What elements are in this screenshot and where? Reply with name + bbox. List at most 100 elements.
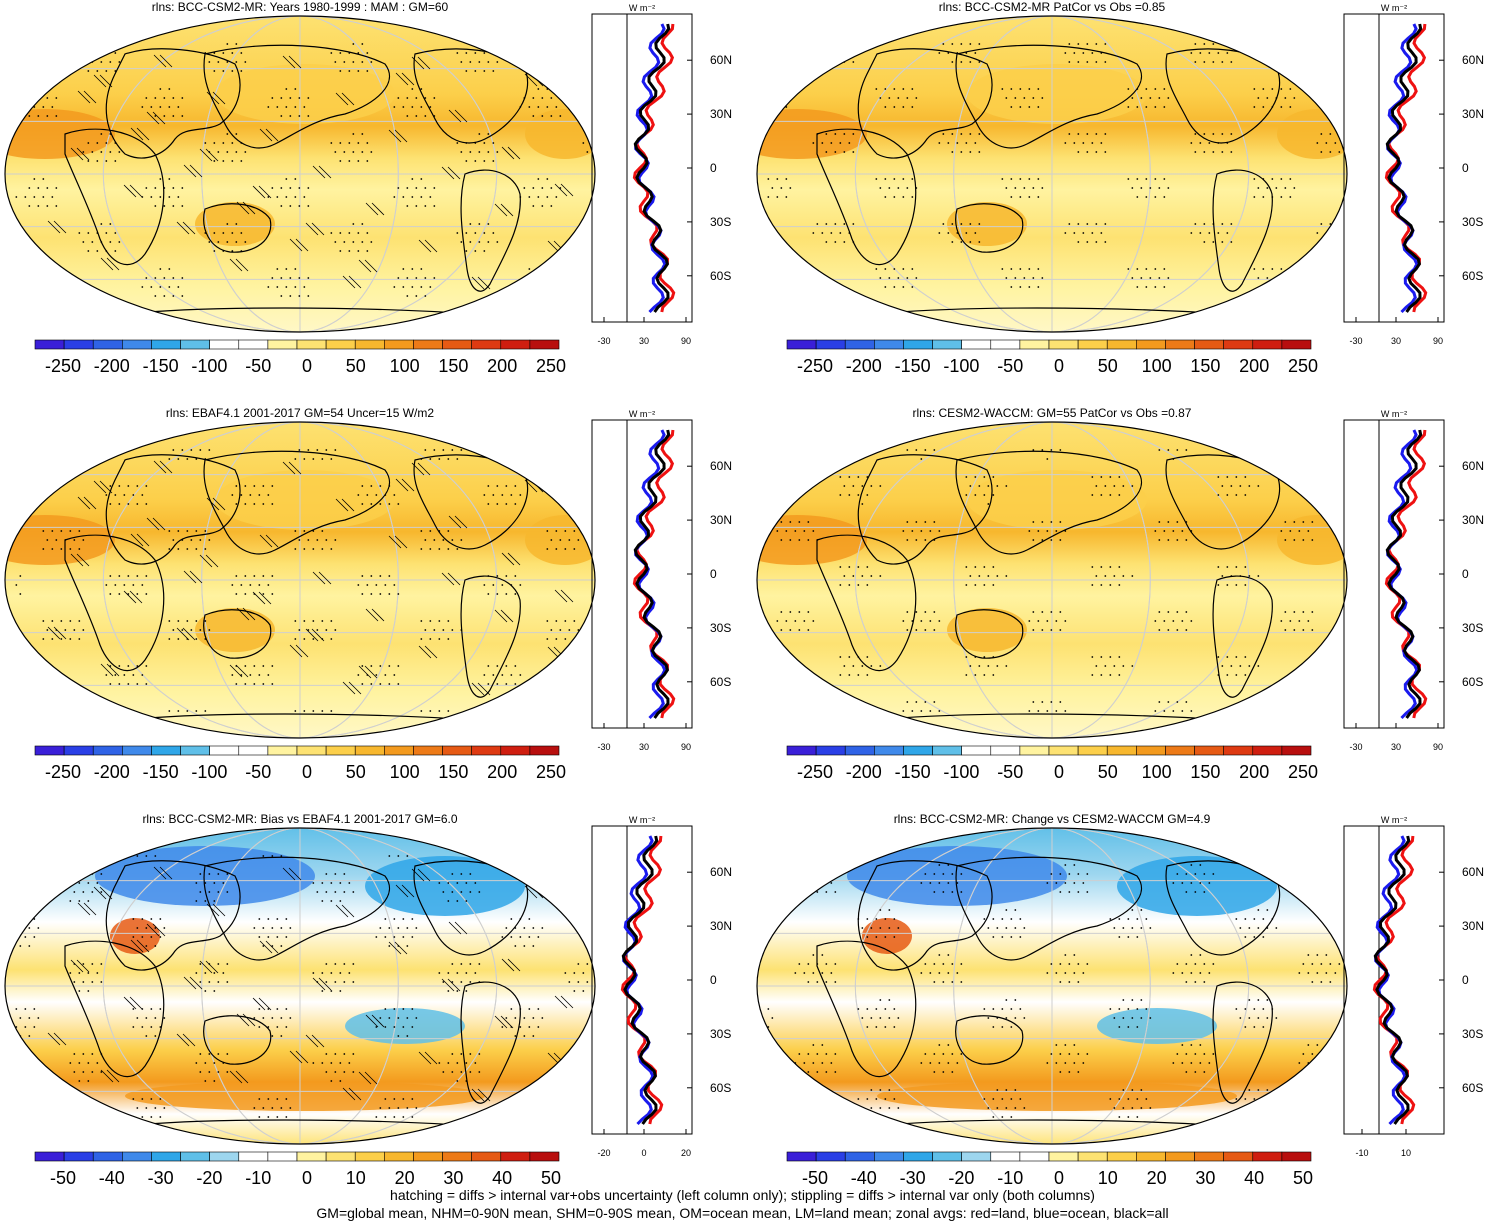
stipple-dot	[1136, 1116, 1139, 1118]
lat-label: 60N	[710, 865, 732, 879]
stipple-dot	[460, 449, 463, 451]
colorbar-label: 250	[536, 356, 566, 376]
stipple-dot	[1253, 936, 1256, 938]
stipple-dot	[573, 1062, 576, 1064]
stipple-dot	[951, 61, 954, 63]
stipple-dot	[564, 710, 567, 712]
stipple-dot	[267, 106, 270, 108]
stipple-dot	[776, 106, 779, 108]
map-border	[4, 15, 596, 333]
stipple-dot	[1217, 656, 1220, 658]
stipple-dot	[1064, 52, 1067, 54]
colorbar-label: 250	[1288, 762, 1318, 782]
hatch-line	[358, 259, 372, 273]
stipple-dot	[1100, 674, 1103, 676]
stipple-dot	[992, 494, 995, 496]
stipple-dot	[1118, 1098, 1121, 1100]
colorbar-swatch	[874, 745, 904, 756]
lat-label: 30N	[1462, 919, 1484, 933]
stipple-dot	[469, 1053, 472, 1055]
stipple-dot	[1131, 97, 1134, 99]
stipple-dot	[1100, 566, 1103, 568]
hatch-line	[252, 185, 266, 199]
stipple-dot	[186, 530, 189, 532]
stipple-dot	[902, 530, 905, 532]
colorbar-swatch	[1106, 745, 1137, 756]
stipple-dot	[150, 106, 153, 108]
hatch-line	[288, 461, 302, 475]
x-tick-label: 90	[1433, 742, 1443, 752]
stipple-dot	[906, 701, 909, 703]
stipple-dot	[100, 981, 103, 983]
footer-line-1: hatching = diffs > internal var+obs unce…	[390, 1187, 1095, 1203]
stipple-dot	[848, 142, 851, 144]
colorbar-label: -20	[948, 1168, 974, 1188]
stipple-dot	[1289, 88, 1292, 90]
stipple-dot	[577, 1071, 580, 1073]
stipple-dot	[965, 656, 968, 658]
stipple-dot	[1257, 277, 1260, 279]
stipple-dot	[938, 530, 941, 532]
stipple-dot	[1005, 665, 1008, 667]
stipple-dot	[1131, 485, 1134, 487]
stipple-dot	[24, 196, 27, 198]
stipple-dot	[924, 629, 927, 631]
stipple-dot	[411, 936, 414, 938]
stipple-dot	[893, 196, 896, 198]
stipple-dot	[204, 900, 207, 902]
stipple-dot	[1289, 458, 1292, 460]
stipple-dot	[1023, 927, 1026, 929]
stipple-dot	[983, 584, 986, 586]
stipple-dot	[208, 539, 211, 541]
stipple-dot	[893, 918, 896, 920]
stipple-dot	[352, 1071, 355, 1073]
lat-label: 30N	[710, 919, 732, 933]
stipple-dot	[812, 142, 815, 144]
stipple-dot	[442, 891, 445, 893]
stipple-dot	[330, 52, 333, 54]
stipple-dot	[965, 674, 968, 676]
colorbar-label: 250	[1288, 356, 1318, 376]
colorbar-swatch	[238, 745, 269, 756]
stipple-dot	[1019, 268, 1022, 270]
stipple-dot	[852, 133, 855, 135]
stipple-dot	[825, 1071, 828, 1073]
stipple-dot	[1194, 981, 1197, 983]
stipple-dot	[929, 620, 932, 622]
stipple-dot	[992, 476, 995, 478]
stipple-dot	[1194, 1071, 1197, 1073]
stipple-dot	[46, 205, 49, 207]
stipple-dot	[388, 1107, 391, 1109]
stipple-dot	[1068, 1053, 1071, 1055]
stipple-dot	[767, 918, 770, 920]
stipple-dot	[1100, 476, 1103, 478]
colorbar-label: -250	[45, 762, 81, 782]
coastline	[857, 454, 993, 565]
stipple-dot	[1199, 1062, 1202, 1064]
stipple-dot	[1257, 999, 1260, 1001]
stipple-dot	[1262, 286, 1265, 288]
hatch-line	[182, 627, 196, 641]
stipple-dot	[767, 1008, 770, 1010]
stipple-dot	[82, 241, 85, 243]
stipple-dot	[1244, 1026, 1247, 1028]
stipple-dot	[1104, 133, 1107, 135]
stipple-dot	[105, 232, 108, 234]
stipple-dot	[316, 539, 319, 541]
stipple-dot	[807, 449, 810, 451]
stipple-dot	[1028, 178, 1031, 180]
stipple-dot	[82, 449, 85, 451]
stipple-dot	[798, 521, 801, 523]
stipple-dot	[271, 927, 274, 929]
hatch-line	[295, 238, 309, 252]
coastline	[816, 940, 917, 1078]
stipple-dot	[582, 1080, 585, 1082]
stipple-dot	[933, 629, 936, 631]
hatch-line	[454, 921, 468, 935]
stipple-dot	[298, 187, 301, 189]
stipple-dot	[1109, 584, 1112, 586]
hatch-line	[235, 258, 249, 272]
stipple-dot	[226, 963, 229, 965]
stipple-dot	[487, 593, 490, 595]
stipple-dot	[1077, 133, 1080, 135]
